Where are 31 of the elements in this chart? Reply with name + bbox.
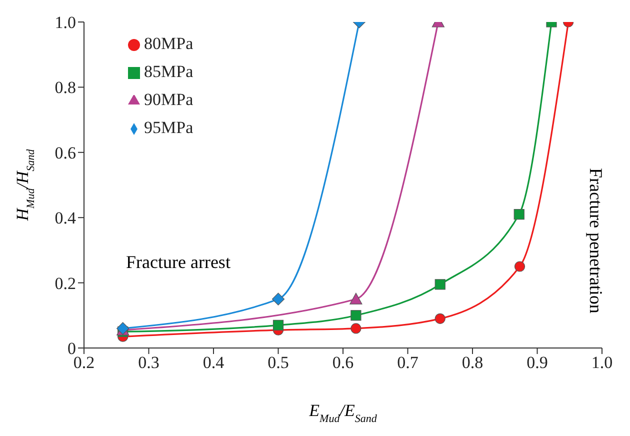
point — [272, 320, 284, 330]
legend-label: 95MPa — [144, 118, 194, 137]
x-tick-label: 1.0 — [591, 353, 613, 372]
point — [350, 310, 362, 321]
annotation: Fracture penetration — [585, 168, 606, 314]
point — [272, 292, 285, 306]
x-tick-label: 0.3 — [138, 353, 160, 372]
point — [350, 292, 362, 304]
x-tick-label: 0.8 — [462, 353, 484, 372]
point — [514, 261, 526, 272]
annotation: Fracture arrest — [126, 252, 230, 273]
point — [514, 209, 524, 220]
legend-label: 90MPa — [144, 90, 194, 109]
y-tick-label: 0.8 — [54, 78, 76, 98]
x-tick-label: 0.6 — [332, 353, 354, 372]
y-tick-label: 0.2 — [54, 274, 76, 293]
x-tick-label: 0.5 — [268, 353, 289, 372]
point — [434, 279, 446, 290]
x-tick-label: 0.4 — [202, 353, 225, 372]
x-tick-label: 0.9 — [526, 353, 548, 372]
point — [350, 323, 362, 334]
y-tick-label: 0.6 — [54, 143, 76, 162]
y-tick-label: 0 — [68, 339, 76, 358]
x-axis-title: E$_{Mud}$/E$_{Sand}$ — [308, 401, 378, 425]
point — [434, 313, 446, 324]
y-tick-label: 1.0 — [54, 13, 76, 32]
x-tick-label: 0.7 — [397, 353, 419, 372]
legend-label: 80MPa — [144, 34, 194, 53]
y-tick-label: 0.4 — [54, 208, 76, 228]
x-tick-label: 0.2 — [73, 353, 95, 372]
legend-label: 85MPa — [144, 62, 194, 81]
